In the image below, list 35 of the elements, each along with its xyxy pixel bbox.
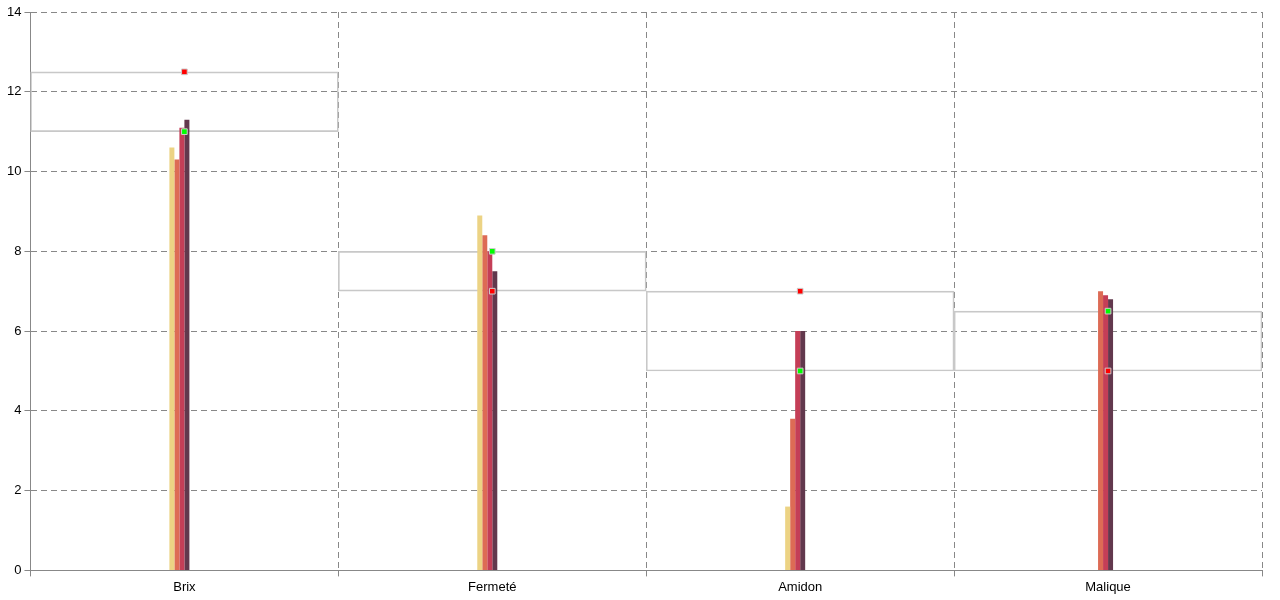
point: [796, 287, 804, 295]
bar: [482, 235, 488, 570]
x-tick-label: Fermeté: [468, 578, 517, 594]
bar: [790, 418, 796, 570]
bar: [487, 251, 493, 570]
point: [1104, 307, 1112, 315]
y-tick-label: 14: [6, 3, 22, 19]
bar: [800, 331, 806, 570]
point: [181, 128, 188, 135]
bar: [179, 127, 185, 570]
bar: [477, 215, 483, 570]
y-tick-label: 0: [14, 561, 22, 577]
bar: [492, 271, 498, 570]
y-tick-label: 12: [6, 83, 22, 99]
bar: [795, 331, 801, 570]
y-tick-label: 2: [14, 482, 22, 498]
point: [1104, 367, 1112, 375]
y-tick-label: 10: [6, 163, 22, 179]
bar: [174, 159, 180, 570]
bar: [169, 147, 175, 570]
y-tick-label: 8: [14, 242, 22, 258]
y-tick-label: 6: [14, 322, 22, 338]
x-tick-label: Malique: [1085, 578, 1131, 594]
bar: [1098, 291, 1104, 570]
x-tick-label: Amidon: [778, 578, 823, 594]
bar: [785, 506, 791, 570]
x-tick-label: Brix: [173, 578, 197, 594]
bar: [1103, 295, 1109, 570]
point: [181, 68, 188, 76]
y-tick-label: 4: [14, 402, 22, 418]
point: [488, 247, 496, 255]
bar: [1108, 299, 1114, 570]
point: [796, 367, 804, 375]
point: [488, 287, 496, 295]
bar: [184, 119, 190, 570]
